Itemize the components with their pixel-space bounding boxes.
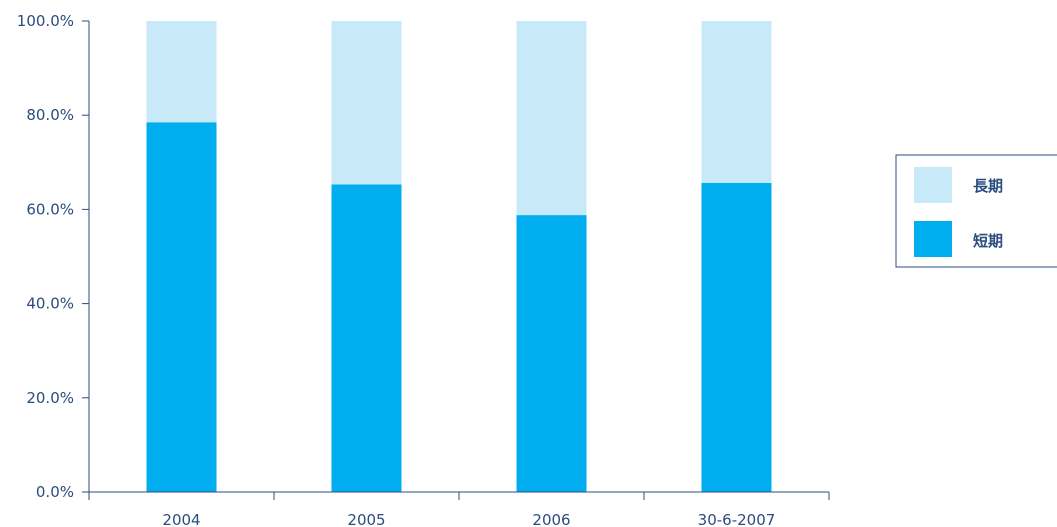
y-tick-label: 20.0% (26, 389, 74, 407)
legend-swatch-long-term (914, 167, 952, 203)
y-tick-label: 100.0% (17, 12, 74, 30)
bar-short-term-2005 (331, 184, 402, 492)
y-tick-label: 60.0% (26, 200, 74, 218)
legend-label-long-term: 長期 (973, 177, 1003, 195)
x-tick-label: 2004 (162, 511, 200, 527)
bar-long-term-2005 (331, 21, 402, 185)
x-tick-label: 30-6-2007 (698, 511, 776, 527)
x-tick-label: 2006 (532, 511, 570, 527)
x-tick-label: 2005 (347, 511, 385, 527)
axes-layer: 0.0% 20.0% 40.0% 60.0% 80.0% 100.0% 2004 2005 20… (17, 12, 830, 527)
bar-long-term-30-6-2007 (701, 21, 772, 183)
legend: 長期 短期 (895, 154, 1057, 268)
bar-long-term-2004 (146, 21, 217, 123)
bars-layer (146, 21, 772, 493)
legend-swatch-short-term (914, 221, 952, 257)
legend-label-short-term: 短期 (973, 232, 1003, 250)
bar-short-term-30-6-2007 (701, 183, 772, 492)
y-tick-label: 80.0% (26, 106, 74, 124)
bar-short-term-2006 (516, 215, 587, 492)
bar-short-term-2004 (146, 122, 217, 493)
y-tick-label: 0.0% (36, 483, 74, 501)
y-tick-label: 40.0% (26, 295, 74, 313)
bar-long-term-2006 (516, 21, 587, 216)
